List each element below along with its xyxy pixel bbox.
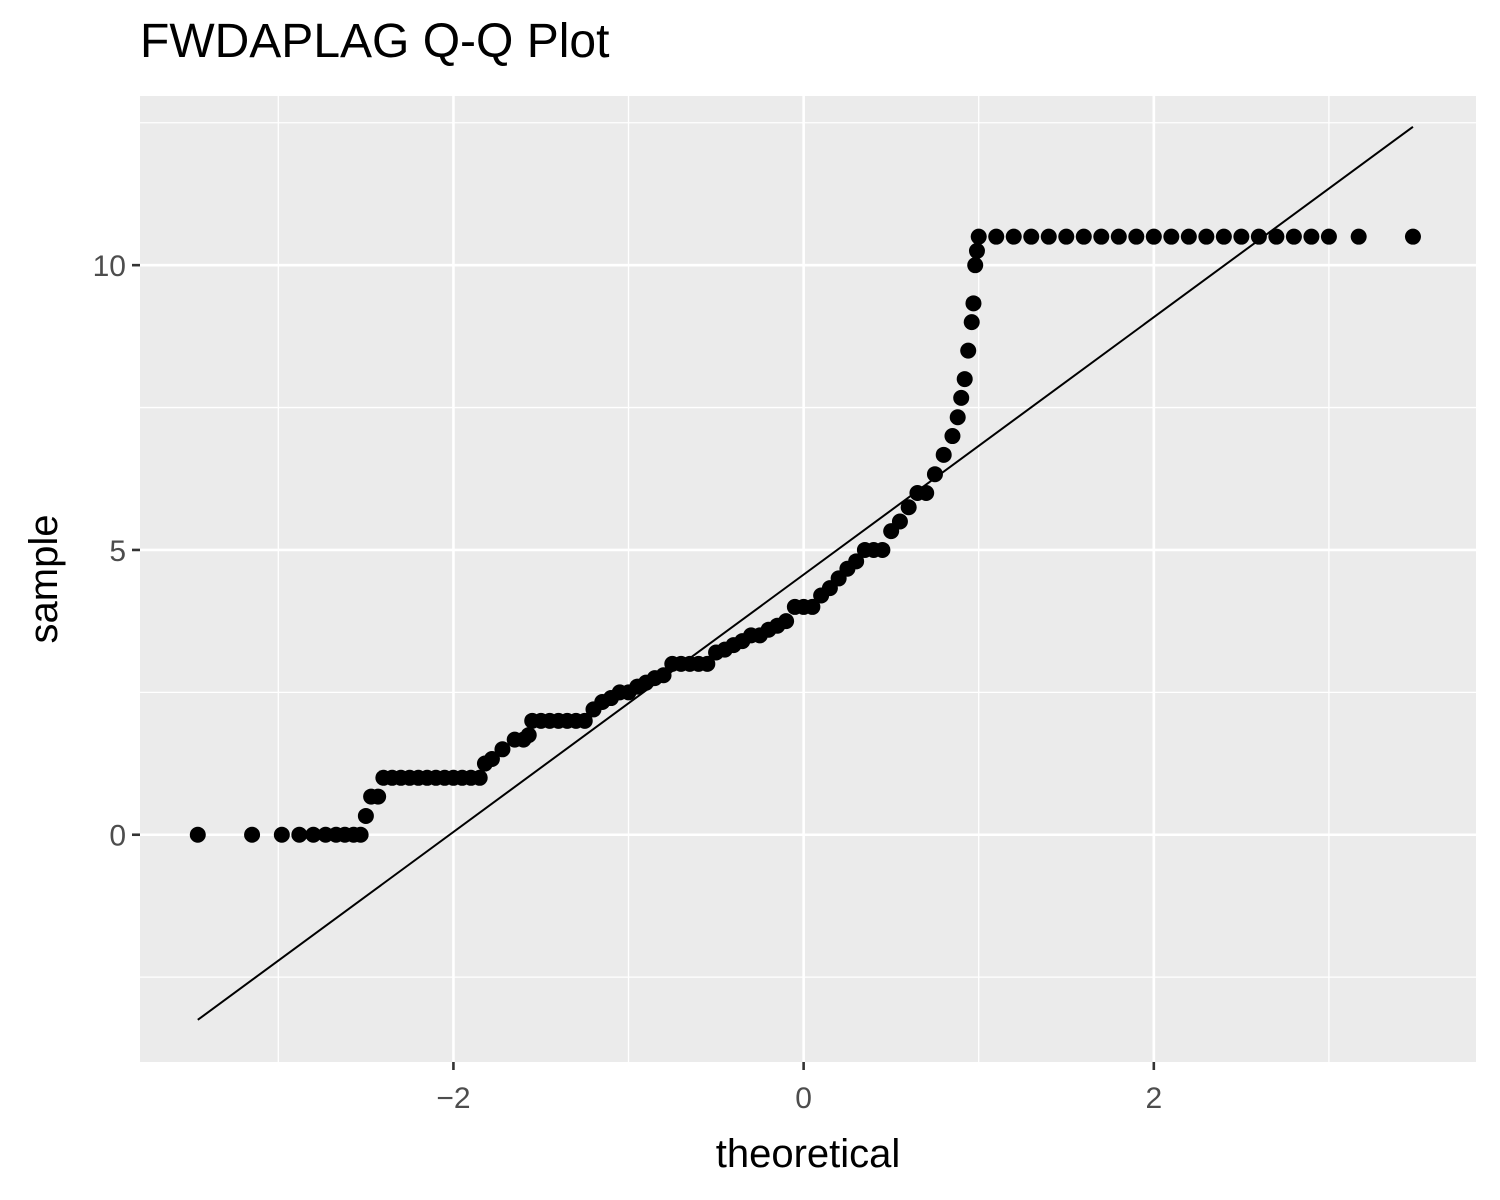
data-points [189, 228, 1421, 843]
minor-gridlines [140, 96, 1476, 1062]
chart-title: FWDAPLAG Q-Q Plot [140, 15, 610, 68]
data-point [956, 371, 973, 388]
data-point [963, 314, 980, 331]
data-point [891, 513, 908, 530]
data-point [1075, 228, 1092, 245]
data-point [778, 613, 795, 630]
data-point [483, 750, 500, 767]
data-point [520, 727, 537, 744]
data-point [1093, 228, 1110, 245]
data-point [1145, 228, 1162, 245]
x-axis-ticks: −2 0 2 [436, 1062, 1162, 1115]
data-point [1058, 228, 1075, 245]
data-point [1163, 228, 1180, 245]
data-point [576, 712, 593, 729]
data-point [189, 826, 206, 843]
data-point [1040, 228, 1057, 245]
data-point [970, 228, 987, 245]
data-point [1198, 228, 1215, 245]
data-point [949, 409, 966, 426]
data-point [1215, 228, 1232, 245]
x-tick-label: 2 [1145, 1082, 1162, 1115]
y-axis-ticks: 0 5 10 [93, 250, 140, 853]
data-point [244, 826, 261, 843]
data-point [494, 741, 511, 758]
data-point [1320, 228, 1337, 245]
data-point [968, 242, 985, 259]
data-point [967, 257, 984, 274]
data-point [944, 428, 961, 445]
data-point [1303, 228, 1320, 245]
data-point [1110, 228, 1127, 245]
y-tick-label: 5 [109, 535, 126, 568]
data-point [352, 826, 369, 843]
data-point [874, 541, 891, 558]
data-point [1128, 228, 1145, 245]
data-point [900, 499, 917, 516]
reference-line [197, 125, 1414, 1021]
data-point [918, 484, 935, 501]
y-tick-label: 0 [109, 820, 126, 853]
data-point [655, 667, 672, 684]
data-point [1233, 228, 1250, 245]
data-point [960, 342, 977, 359]
data-point [357, 807, 374, 824]
data-point [1023, 228, 1040, 245]
data-point [699, 655, 716, 672]
data-point [988, 228, 1005, 245]
data-point [926, 466, 943, 483]
data-point [370, 788, 387, 805]
plot-panel [140, 96, 1476, 1062]
major-gridlines [140, 96, 1476, 1062]
x-tick-label: 0 [795, 1082, 812, 1115]
data-point [471, 769, 488, 786]
data-point [1005, 228, 1022, 245]
data-point [291, 826, 308, 843]
data-point [848, 553, 865, 570]
data-point [1250, 228, 1267, 245]
data-point [1285, 228, 1302, 245]
data-point [804, 598, 821, 615]
data-point [1350, 228, 1367, 245]
data-point [1268, 228, 1285, 245]
x-axis-title: theoretical [716, 1132, 901, 1176]
x-tick-label: −2 [436, 1082, 470, 1115]
data-point [965, 295, 982, 312]
data-point [935, 446, 952, 463]
data-point [1180, 228, 1197, 245]
data-point [273, 826, 290, 843]
data-point [1404, 228, 1421, 245]
y-axis-title: sample [22, 515, 66, 644]
data-point [953, 389, 970, 406]
data-point [305, 826, 322, 843]
y-tick-label: 10 [93, 250, 126, 283]
